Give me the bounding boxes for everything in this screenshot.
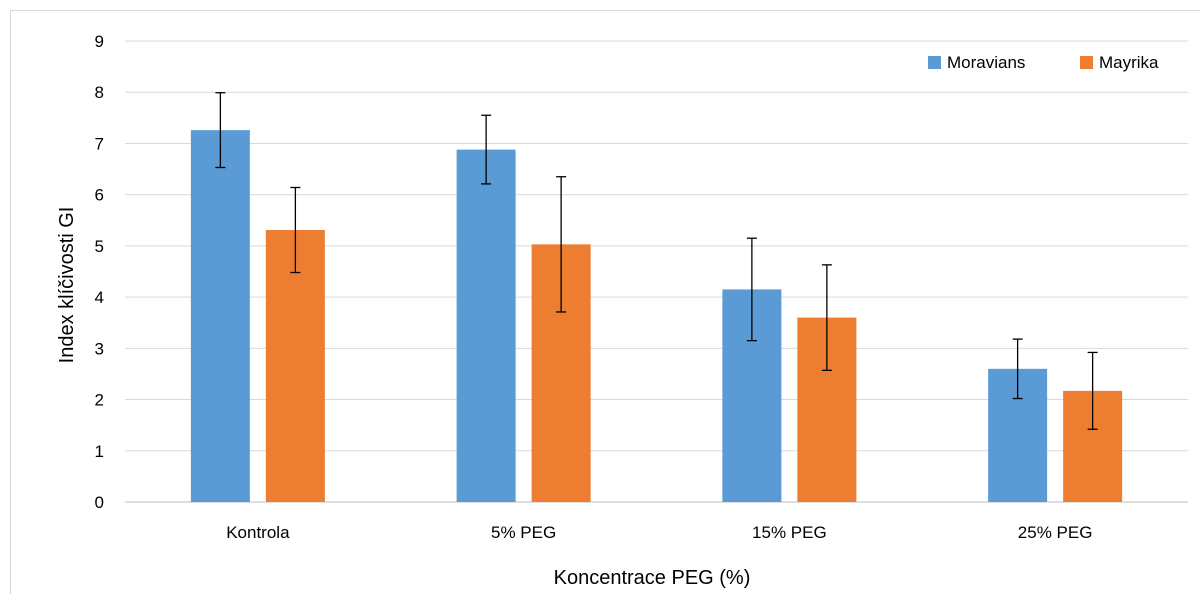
- y-tick-label: 2: [95, 391, 104, 410]
- y-tick-label: 0: [95, 493, 104, 512]
- y-tick-label: 4: [95, 288, 104, 307]
- y-tick-label: 8: [95, 83, 104, 102]
- y-tick-label: 5: [95, 237, 104, 256]
- y-axis-ticks: 0 1 2 3 4 5 6 7 8 9: [95, 32, 104, 512]
- x-tick-label: Kontrola: [226, 523, 290, 542]
- error-bars: [215, 92, 1098, 430]
- x-tick-label: 5% PEG: [491, 523, 556, 542]
- x-tick-label: 15% PEG: [752, 523, 827, 542]
- chart-frame: [10, 10, 1200, 594]
- x-axis-ticks: Kontrola 5% PEG 15% PEG 25% PEG: [226, 523, 1092, 542]
- x-axis-title: Koncentrace PEG (%): [554, 567, 751, 589]
- legend: Moravians Mayrika: [928, 53, 1159, 72]
- legend-swatch-mayrika: [1080, 56, 1093, 69]
- bar-mayrika-0: [265, 230, 325, 502]
- y-tick-label: 3: [95, 339, 104, 358]
- bar-moravians-0: [190, 130, 250, 503]
- legend-label-moravians: Moravians: [947, 53, 1025, 72]
- y-axis-title: Index klíčivosti GI: [56, 207, 78, 364]
- y-tick-label: 1: [95, 442, 104, 461]
- y-tick-label: 6: [95, 186, 104, 205]
- legend-label-mayrika: Mayrika: [1099, 53, 1159, 72]
- x-tick-label: 25% PEG: [1018, 523, 1093, 542]
- bar-moravians-1: [456, 149, 516, 502]
- y-tick-label: 9: [95, 32, 104, 51]
- bars: [190, 130, 1123, 503]
- y-tick-label: 7: [95, 134, 104, 153]
- legend-swatch-moravians: [928, 56, 941, 69]
- gridlines: [125, 40, 1188, 503]
